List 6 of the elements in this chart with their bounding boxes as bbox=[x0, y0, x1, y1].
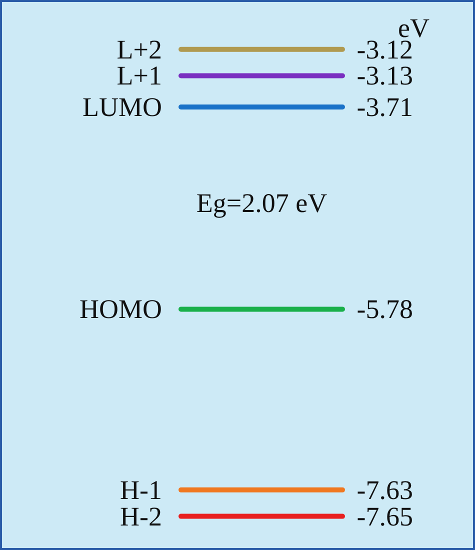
category-label: LUMO bbox=[82, 92, 162, 122]
data-label: -5.78 bbox=[356, 294, 413, 324]
data-label: -3.71 bbox=[356, 92, 413, 122]
category-label: HOMO bbox=[79, 294, 162, 324]
text: Eg=2.07 eV bbox=[196, 188, 328, 218]
data-label: -3.13 bbox=[356, 60, 413, 91]
